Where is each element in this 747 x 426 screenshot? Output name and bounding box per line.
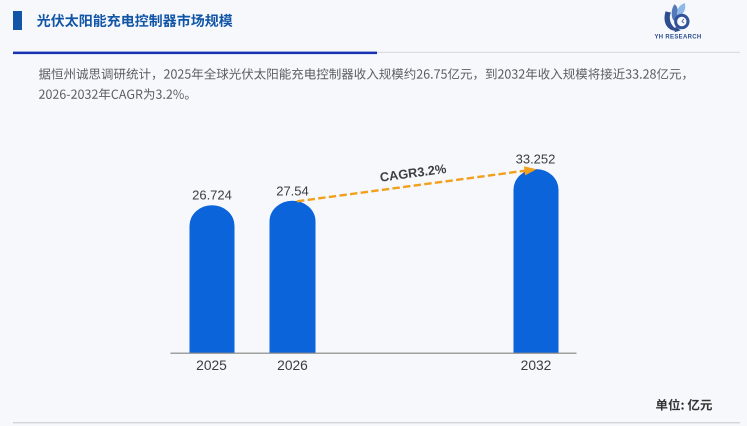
- svg-text:2032: 2032: [521, 358, 552, 373]
- svg-text:2026: 2026: [277, 358, 308, 373]
- svg-text:2025: 2025: [196, 358, 227, 373]
- svg-text:27.54: 27.54: [276, 184, 309, 199]
- svg-text:26.724: 26.724: [192, 188, 232, 203]
- svg-text:33.252: 33.252: [516, 152, 556, 167]
- svg-text:YH RESEARCH: YH RESEARCH: [655, 35, 702, 41]
